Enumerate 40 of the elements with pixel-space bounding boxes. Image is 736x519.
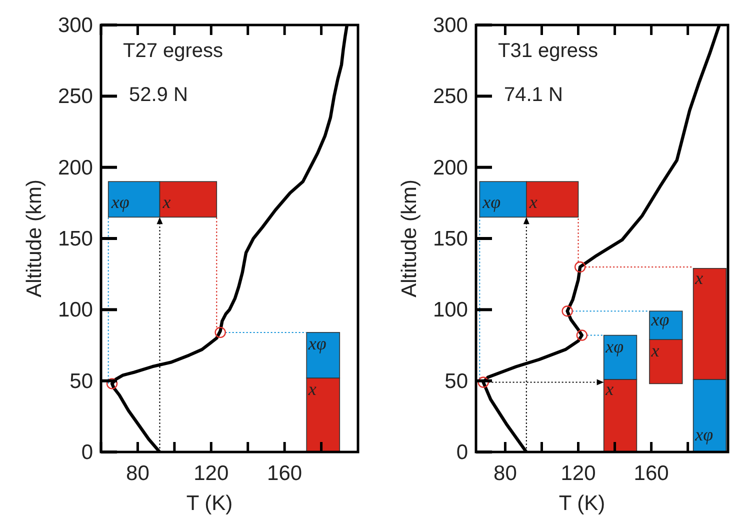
y-tick-label: 50	[70, 370, 93, 393]
x-tick-label: 160	[634, 462, 669, 485]
y-tick-label: 250	[58, 85, 93, 108]
y-tick-label: 100	[432, 298, 468, 322]
text: 52.9 N	[129, 84, 188, 106]
annotation: x	[528, 192, 538, 212]
annotation: xφ	[604, 336, 624, 356]
x-tick-label: 80	[126, 462, 150, 485]
annotation: x	[604, 379, 614, 400]
y-axis-title: Altitude (km)	[23, 180, 46, 298]
annotation: x	[307, 379, 316, 400]
y-tick-label: 150	[58, 228, 93, 250]
x-axis-title: T (K)	[558, 492, 606, 515]
y-tick-label: 150	[432, 228, 468, 250]
y-tick-label: 0	[456, 441, 468, 464]
annotation: x	[162, 192, 171, 212]
y-tick-label: 200	[432, 156, 468, 180]
y-tick-label: 300	[432, 14, 468, 37]
y-axis-title: Altitude (km)	[398, 180, 421, 298]
annotation: xφ	[110, 192, 130, 212]
x-tick-label: 120	[194, 462, 229, 485]
annotation: xφ	[307, 334, 326, 354]
annotation: x	[694, 268, 704, 288]
y-tick-label: 50	[444, 370, 468, 393]
y-tick-label: 200	[58, 156, 93, 180]
y-tick-label: 250	[432, 85, 468, 108]
y-tick-label: 100	[58, 298, 93, 322]
x-tick-label: 120	[560, 462, 596, 485]
y-tick-label: 300	[58, 14, 93, 37]
x-axis-title: T (K)	[186, 492, 233, 515]
annotation: xφ	[650, 309, 670, 330]
y-tick-label: 0	[81, 441, 93, 464]
x-tick-label: 80	[494, 462, 517, 485]
annotation: x	[650, 340, 660, 361]
x-tick-label: 160	[267, 462, 302, 485]
text: 74.1 N	[504, 84, 563, 106]
text: T31 egress	[498, 40, 598, 62]
text: T27 egress	[123, 40, 224, 62]
annotation: xφ	[482, 192, 501, 212]
annotation: xφ	[694, 424, 714, 445]
